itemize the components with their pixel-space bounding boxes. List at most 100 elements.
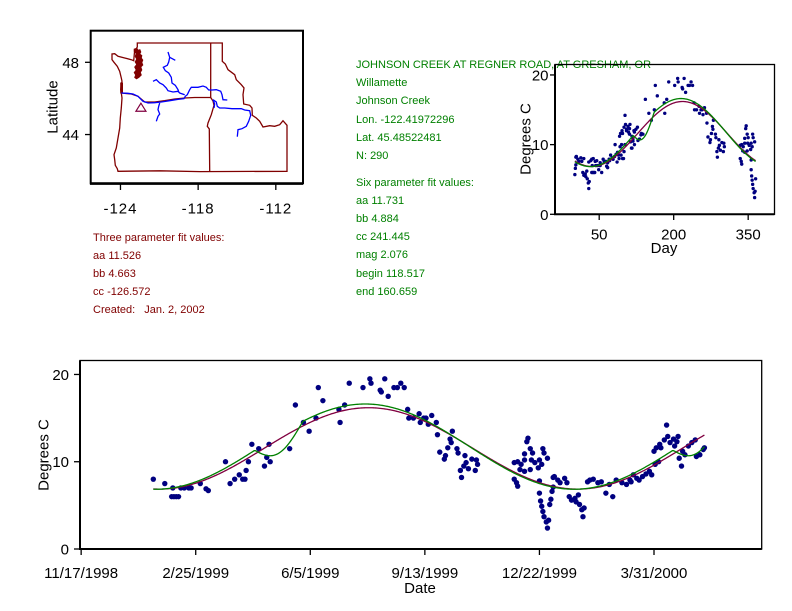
observation-point: [671, 443, 678, 449]
observation-point: [472, 467, 478, 474]
coastal-bay: [120, 82, 123, 94]
three-param-cc: cc -126.572: [93, 283, 224, 301]
observation-point: [585, 177, 589, 181]
observation-point: [722, 141, 726, 145]
observation-point: [261, 463, 268, 469]
observation-point: [547, 501, 553, 508]
observation-point: [474, 461, 481, 468]
tributary-river: [212, 99, 216, 109]
observation-point: [750, 132, 755, 136]
observation-point: [378, 389, 385, 395]
observation-point: [741, 145, 745, 149]
three-param-bb: bb 4.663: [93, 265, 224, 283]
observation-point: [743, 136, 747, 141]
map-x-tick-label: -112: [259, 201, 292, 218]
observation-point: [382, 376, 388, 382]
y-axis-label: Degrees C: [518, 103, 535, 175]
observation-point: [529, 450, 536, 456]
observation-point: [455, 450, 461, 456]
observation-point: [629, 146, 634, 150]
observation-point: [676, 80, 680, 84]
y-tick-label: 10: [532, 137, 549, 154]
station-count: N: 290: [356, 147, 651, 165]
observation-point: [745, 132, 749, 136]
observation-point: [623, 113, 627, 118]
observation-point: [751, 135, 755, 140]
observation-point: [714, 135, 718, 140]
param-name: aa: [356, 194, 369, 207]
observation-point: [267, 459, 273, 465]
observation-point: [739, 159, 743, 164]
observation-point: [242, 476, 248, 482]
observation-point: [236, 472, 242, 478]
observation-point: [619, 153, 623, 157]
three-parameter-fit-panel: Three parameter fit values: aa 11.526 bb…: [93, 229, 224, 319]
observation-point: [587, 179, 591, 184]
observation-point: [738, 156, 742, 161]
observation-point: [697, 452, 703, 458]
param-value: 11.526: [108, 250, 142, 262]
yakima-river: [152, 78, 185, 96]
observation-point: [394, 384, 401, 391]
observation-point: [337, 419, 343, 426]
observation-point: [713, 132, 718, 136]
observation-point: [521, 468, 528, 475]
observation-point: [574, 163, 578, 167]
observation-point: [624, 127, 629, 131]
observation-point: [653, 445, 659, 451]
six-param-end: end 160.659: [356, 283, 474, 301]
observation-point: [532, 459, 538, 466]
observation-point: [680, 87, 685, 91]
observation-point: [667, 80, 671, 84]
y-axis-label: Degrees C: [36, 419, 53, 491]
created-date: Jan. 2, 2002: [144, 304, 205, 316]
observation-point: [448, 439, 454, 446]
three-param-heading: Three parameter fit values:: [93, 232, 225, 244]
observation-point: [536, 457, 543, 463]
observation-point: [535, 465, 541, 471]
observation-point: [162, 480, 168, 487]
observation-point: [417, 419, 423, 426]
observation-point: [188, 485, 194, 491]
columbia-river: [121, 85, 228, 104]
observation-point: [539, 461, 545, 468]
observation-point: [623, 122, 628, 127]
observation-point: [579, 156, 583, 160]
observation-point: [576, 501, 583, 508]
param-value: 118.517: [385, 267, 425, 280]
observation-point: [627, 126, 632, 131]
observation-point: [463, 459, 469, 466]
puget-sound-shoreline: [133, 47, 144, 80]
y-tick-label: 20: [52, 367, 69, 384]
time-series-data-layer: 0 10 20 11/17/1998 2/25/1999 6/5/1999 9/13/199…: [44, 367, 708, 582]
observation-point: [706, 135, 710, 139]
six-param-fit-line: [574, 97, 756, 168]
x-axis-label: Date: [404, 580, 436, 597]
observation-point: [617, 134, 622, 138]
map-y-tick-label: 44: [62, 127, 79, 144]
observation-point: [622, 149, 626, 154]
param-name: bb: [93, 268, 106, 280]
six-param-mag: mag 2.076: [356, 246, 474, 264]
observation-point: [749, 174, 754, 178]
observation-point: [256, 445, 262, 452]
observation-point: [549, 488, 555, 495]
x-tick-label: 3/31/2000: [621, 565, 688, 582]
observation-point: [658, 445, 664, 451]
observation-point: [685, 443, 692, 449]
observation-point: [628, 122, 632, 127]
observation-point: [705, 121, 709, 125]
y-tick-label: 0: [61, 542, 69, 559]
x-tick-label: 6/5/1999: [281, 565, 339, 582]
created-line: Created: Jan. 2, 2002: [93, 301, 224, 319]
observation-point: [751, 186, 755, 191]
observation-point: [527, 445, 533, 452]
plot-frame: [79, 359, 763, 550]
observation-point: [286, 445, 293, 452]
observation-point: [715, 149, 719, 154]
observation-point: [740, 162, 744, 166]
param-name: end: [356, 285, 375, 298]
observation-point: [701, 112, 705, 117]
observation-point: [711, 127, 715, 131]
